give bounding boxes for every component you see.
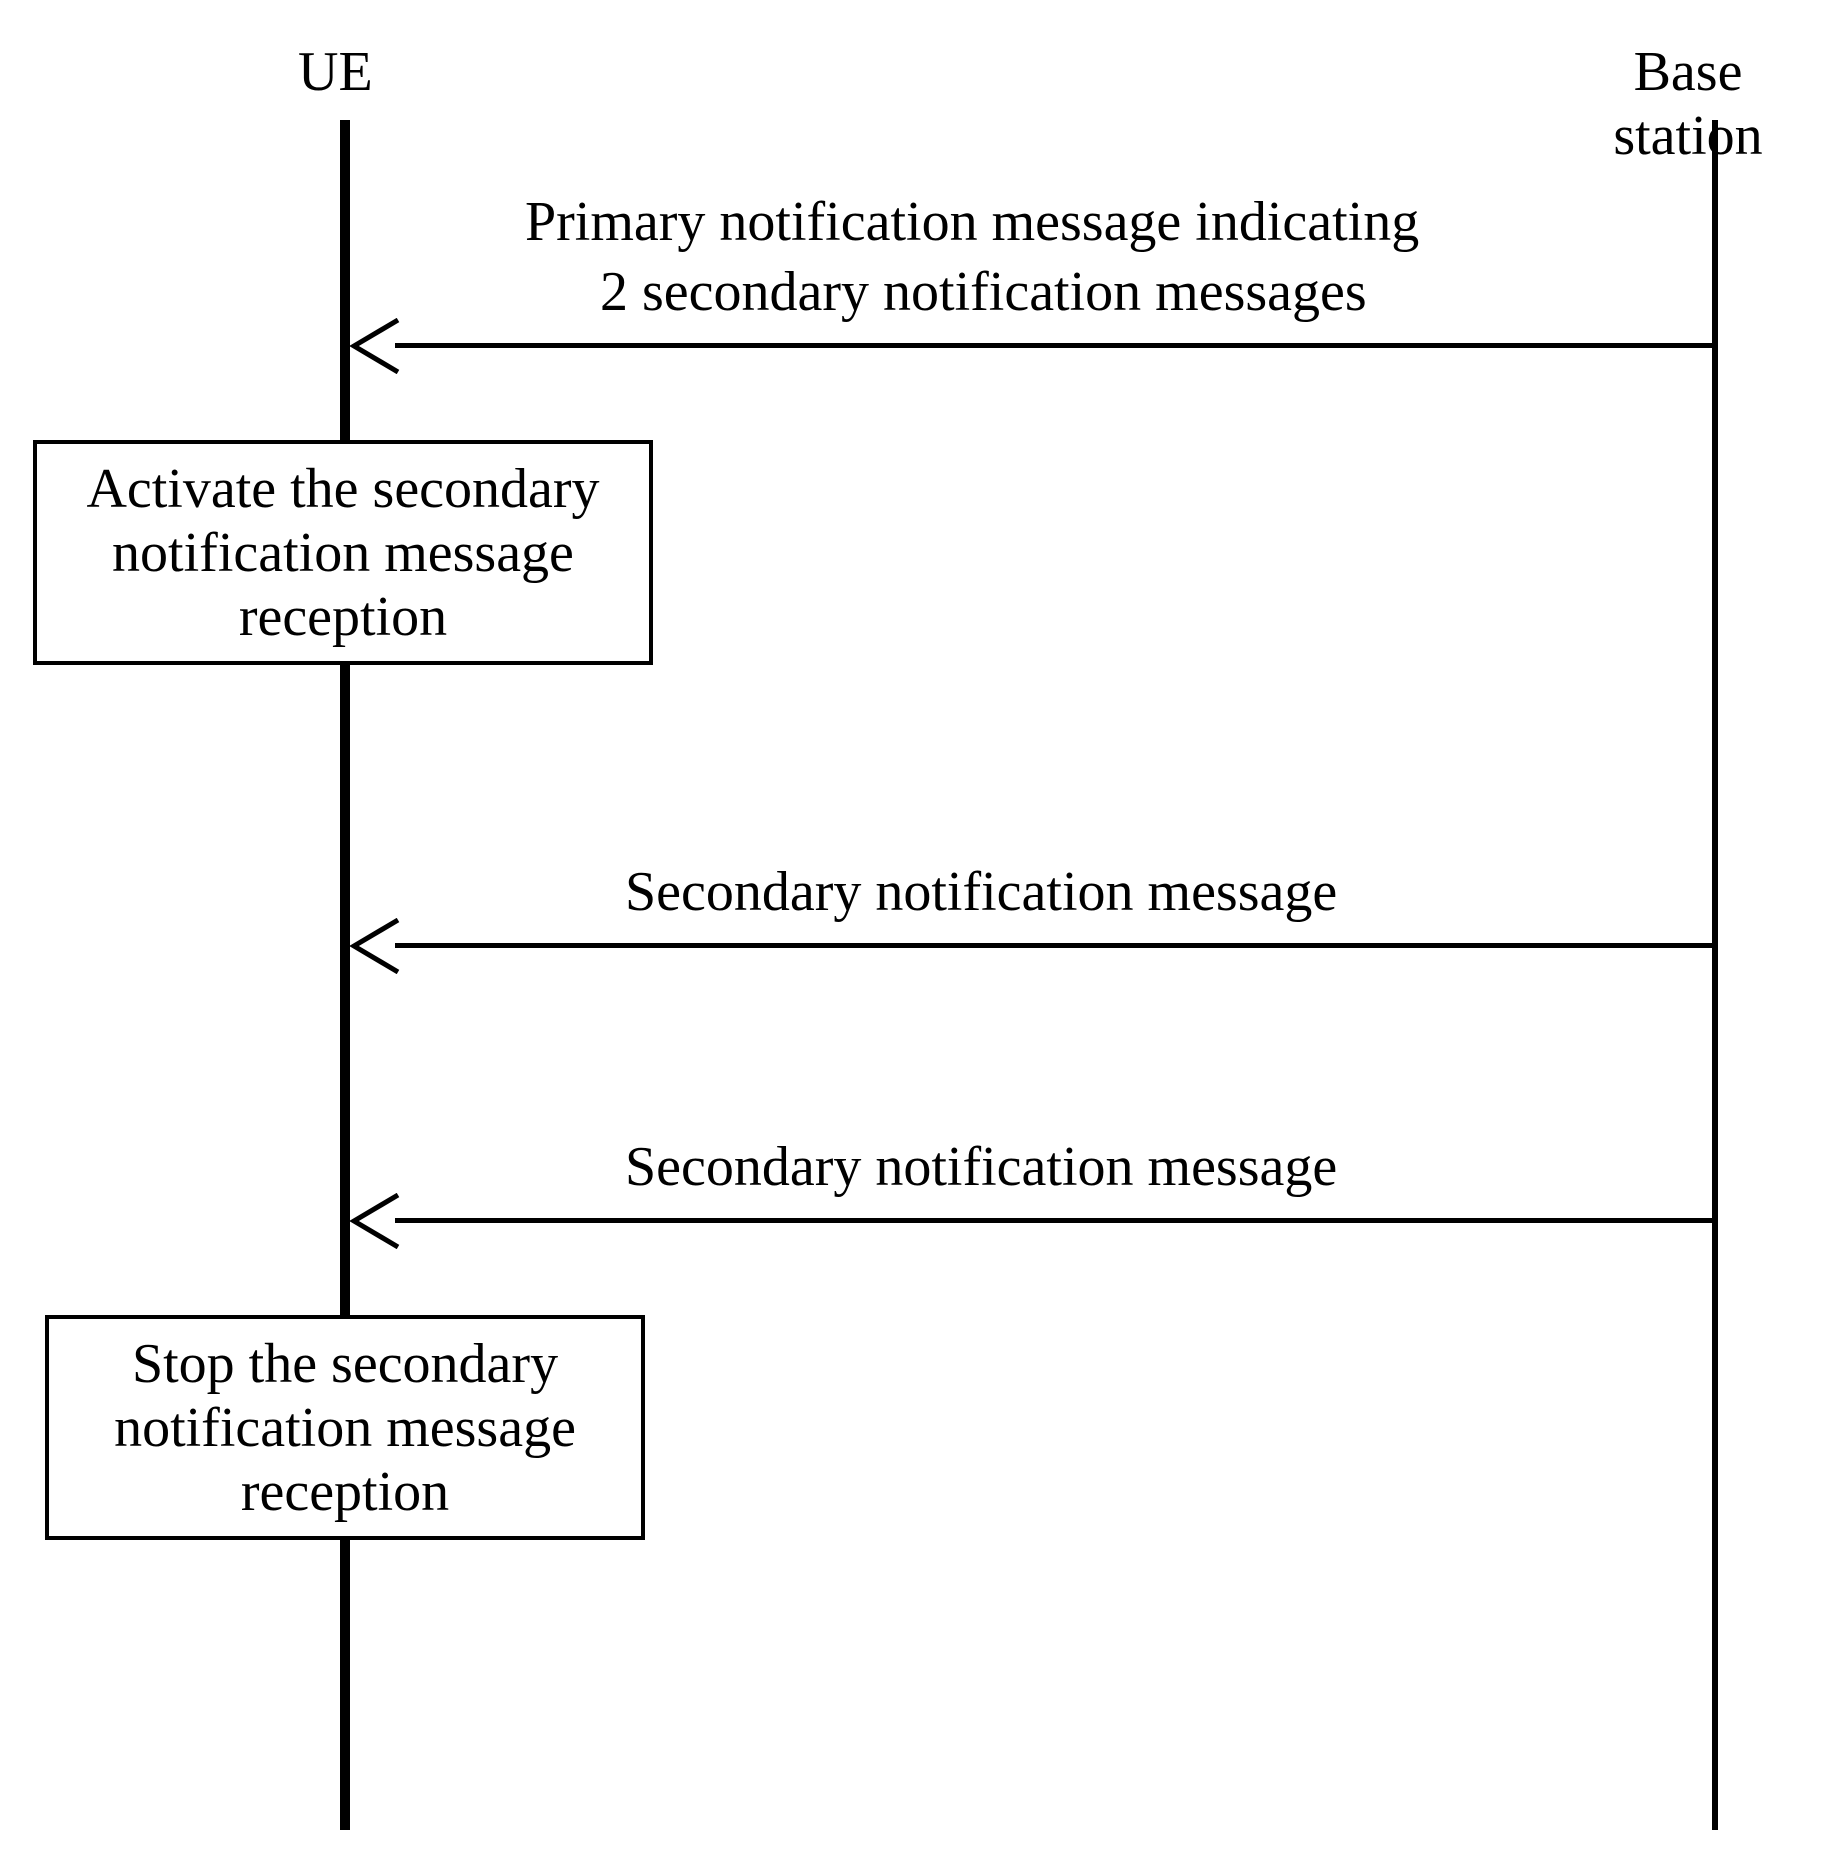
- message-secondary1-arrowhead: [350, 918, 400, 974]
- message-secondary2-label: Secondary notification message: [625, 1135, 1337, 1199]
- actor-base-station-label: Base station: [1555, 40, 1821, 168]
- message-secondary2-arrow-line: [395, 1218, 1715, 1223]
- message-primary-label-line2: 2 secondary notification messages: [600, 260, 1367, 324]
- process-activate-line2: notification message: [112, 522, 574, 584]
- process-activate-box: Activate the secondary notification mess…: [33, 440, 653, 665]
- actor-ue-label: UE: [298, 40, 373, 104]
- ue-lifeline-seg2: [340, 665, 350, 1315]
- message-secondary1-arrow-line: [395, 943, 1715, 948]
- process-activate-line3: reception: [239, 586, 447, 648]
- base-station-lifeline: [1712, 120, 1718, 1830]
- sequence-diagram: UE Base station Primary notification mes…: [0, 0, 1821, 1874]
- message-primary-label-line1: Primary notification message indicating: [525, 190, 1419, 254]
- process-stop-box: Stop the secondary notification message …: [45, 1315, 645, 1540]
- process-stop-line2: notification message: [114, 1397, 576, 1459]
- ue-lifeline-seg3: [340, 1540, 350, 1830]
- process-stop-line1: Stop the secondary: [132, 1333, 558, 1395]
- process-stop-line3: reception: [241, 1461, 449, 1523]
- message-secondary1-label: Secondary notification message: [625, 860, 1337, 924]
- ue-lifeline-seg1: [340, 120, 350, 440]
- message-secondary2-arrowhead: [350, 1193, 400, 1249]
- message-primary-arrowhead: [350, 318, 400, 374]
- process-activate-line1: Activate the secondary: [86, 458, 599, 520]
- message-primary-arrow-line: [395, 343, 1715, 348]
